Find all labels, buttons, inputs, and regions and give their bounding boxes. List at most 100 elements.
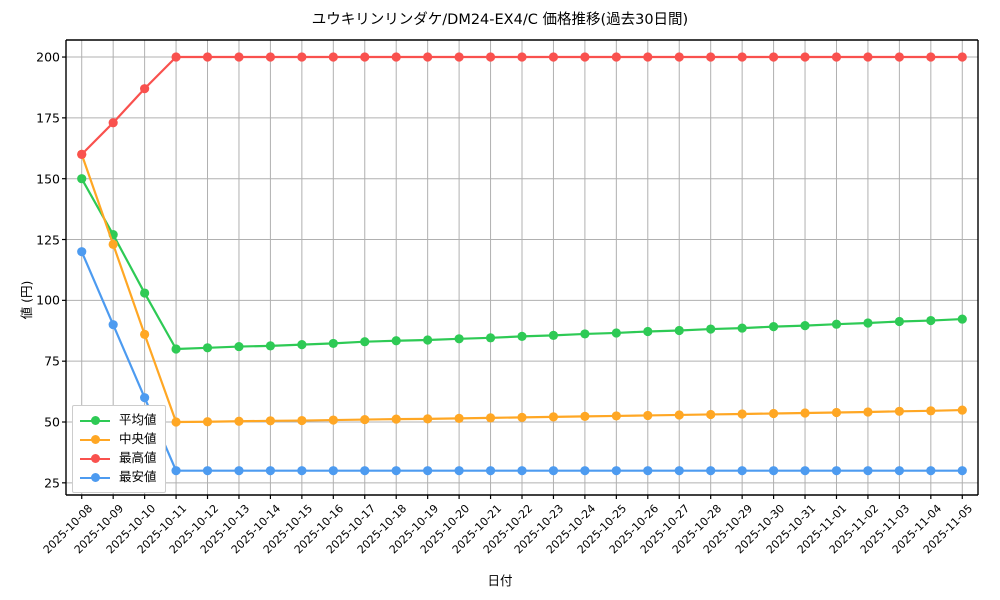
data-point: [863, 407, 873, 417]
legend-swatch-icon: [80, 453, 110, 465]
data-point: [548, 52, 559, 62]
data-point: [423, 466, 433, 476]
series-3: [77, 52, 967, 159]
data-point: [423, 52, 433, 62]
data-point: [737, 323, 747, 333]
data-point: [360, 414, 370, 425]
legend-swatch-icon: [80, 472, 110, 484]
legend-item-4[interactable]: 最安値: [80, 468, 157, 487]
data-point: [580, 329, 590, 339]
data-point: [297, 52, 307, 62]
data-point: [517, 331, 527, 341]
data-point: [580, 52, 590, 62]
chart-legend: 平均値中央値 最高値 最安値: [72, 405, 166, 493]
data-point: [674, 325, 684, 336]
data-point: [926, 315, 936, 326]
data-point: [580, 466, 590, 476]
data-point: [831, 319, 842, 329]
data-point: [328, 52, 338, 62]
data-point: [831, 52, 842, 62]
data-point: [517, 412, 527, 422]
data-point: [706, 324, 716, 334]
data-point: [800, 52, 810, 62]
data-point: [391, 52, 401, 62]
chart-title: ユウキリンリンダケ/DM24-EX4/C 価格推移(過去30日間): [311, 12, 689, 28]
data-point: [800, 408, 810, 418]
data-point: [643, 466, 653, 476]
data-point: [77, 247, 87, 257]
data-point: [454, 413, 464, 423]
data-point: [706, 466, 716, 476]
data-point: [171, 344, 181, 354]
data-point: [485, 413, 496, 423]
data-point: [768, 408, 779, 419]
data-point: [643, 326, 653, 337]
data-point: [894, 466, 904, 476]
data-point: [423, 414, 433, 424]
legend-swatch-icon: [80, 415, 110, 427]
legend-item-3[interactable]: 最高値: [80, 449, 157, 468]
data-point: [894, 406, 904, 416]
data-point: [140, 84, 150, 94]
data-point: [611, 52, 621, 62]
data-point: [391, 414, 401, 424]
data-point: [171, 52, 181, 62]
data-point: [957, 466, 967, 476]
data-point: [297, 340, 307, 350]
data-point: [768, 466, 779, 476]
data-point: [926, 406, 936, 416]
y-tick-label: 175: [36, 110, 60, 126]
data-point: [706, 52, 716, 62]
y-tick-label: 50: [44, 414, 60, 430]
data-point: [894, 52, 904, 62]
data-point: [328, 415, 338, 425]
data-point: [548, 412, 559, 422]
data-point: [957, 405, 967, 415]
data-point: [202, 466, 213, 476]
data-point: [768, 52, 779, 62]
data-point: [548, 466, 559, 476]
data-point: [674, 52, 684, 62]
data-point: [894, 316, 904, 327]
data-point: [360, 466, 370, 476]
data-point: [328, 466, 338, 476]
y-tick-label: 100: [36, 292, 60, 308]
data-point: [548, 330, 559, 340]
data-point: [423, 335, 433, 345]
data-point: [297, 466, 307, 476]
data-point: [202, 417, 213, 427]
data-point: [234, 466, 244, 476]
legend-item-2[interactable]: 中央値: [80, 430, 157, 449]
data-point: [265, 416, 276, 426]
legend-item-1[interactable]: 平均値: [80, 411, 157, 430]
data-point: [706, 409, 716, 420]
data-point: [77, 174, 87, 184]
data-point: [863, 466, 873, 476]
data-point: [957, 314, 967, 324]
data-point: [674, 466, 684, 476]
y-tick-label: 25: [44, 475, 60, 491]
data-point: [140, 288, 150, 298]
data-point: [328, 338, 338, 349]
data-point: [485, 333, 496, 343]
data-point: [674, 410, 684, 420]
series-2: [77, 149, 967, 427]
legend-label: 平均値: [119, 412, 157, 428]
data-point: [265, 341, 276, 351]
data-point: [454, 334, 464, 344]
data-point: [265, 466, 276, 476]
data-point: [831, 407, 842, 418]
data-point: [140, 393, 150, 403]
legend-label: 最安値: [119, 469, 157, 485]
series-1: [77, 174, 967, 354]
data-point: [454, 52, 464, 62]
data-point: [234, 52, 244, 62]
data-point: [643, 410, 653, 421]
data-point: [360, 52, 370, 62]
data-point: [108, 118, 118, 128]
data-point: [863, 52, 873, 62]
data-point: [611, 328, 621, 338]
data-point: [957, 52, 967, 62]
